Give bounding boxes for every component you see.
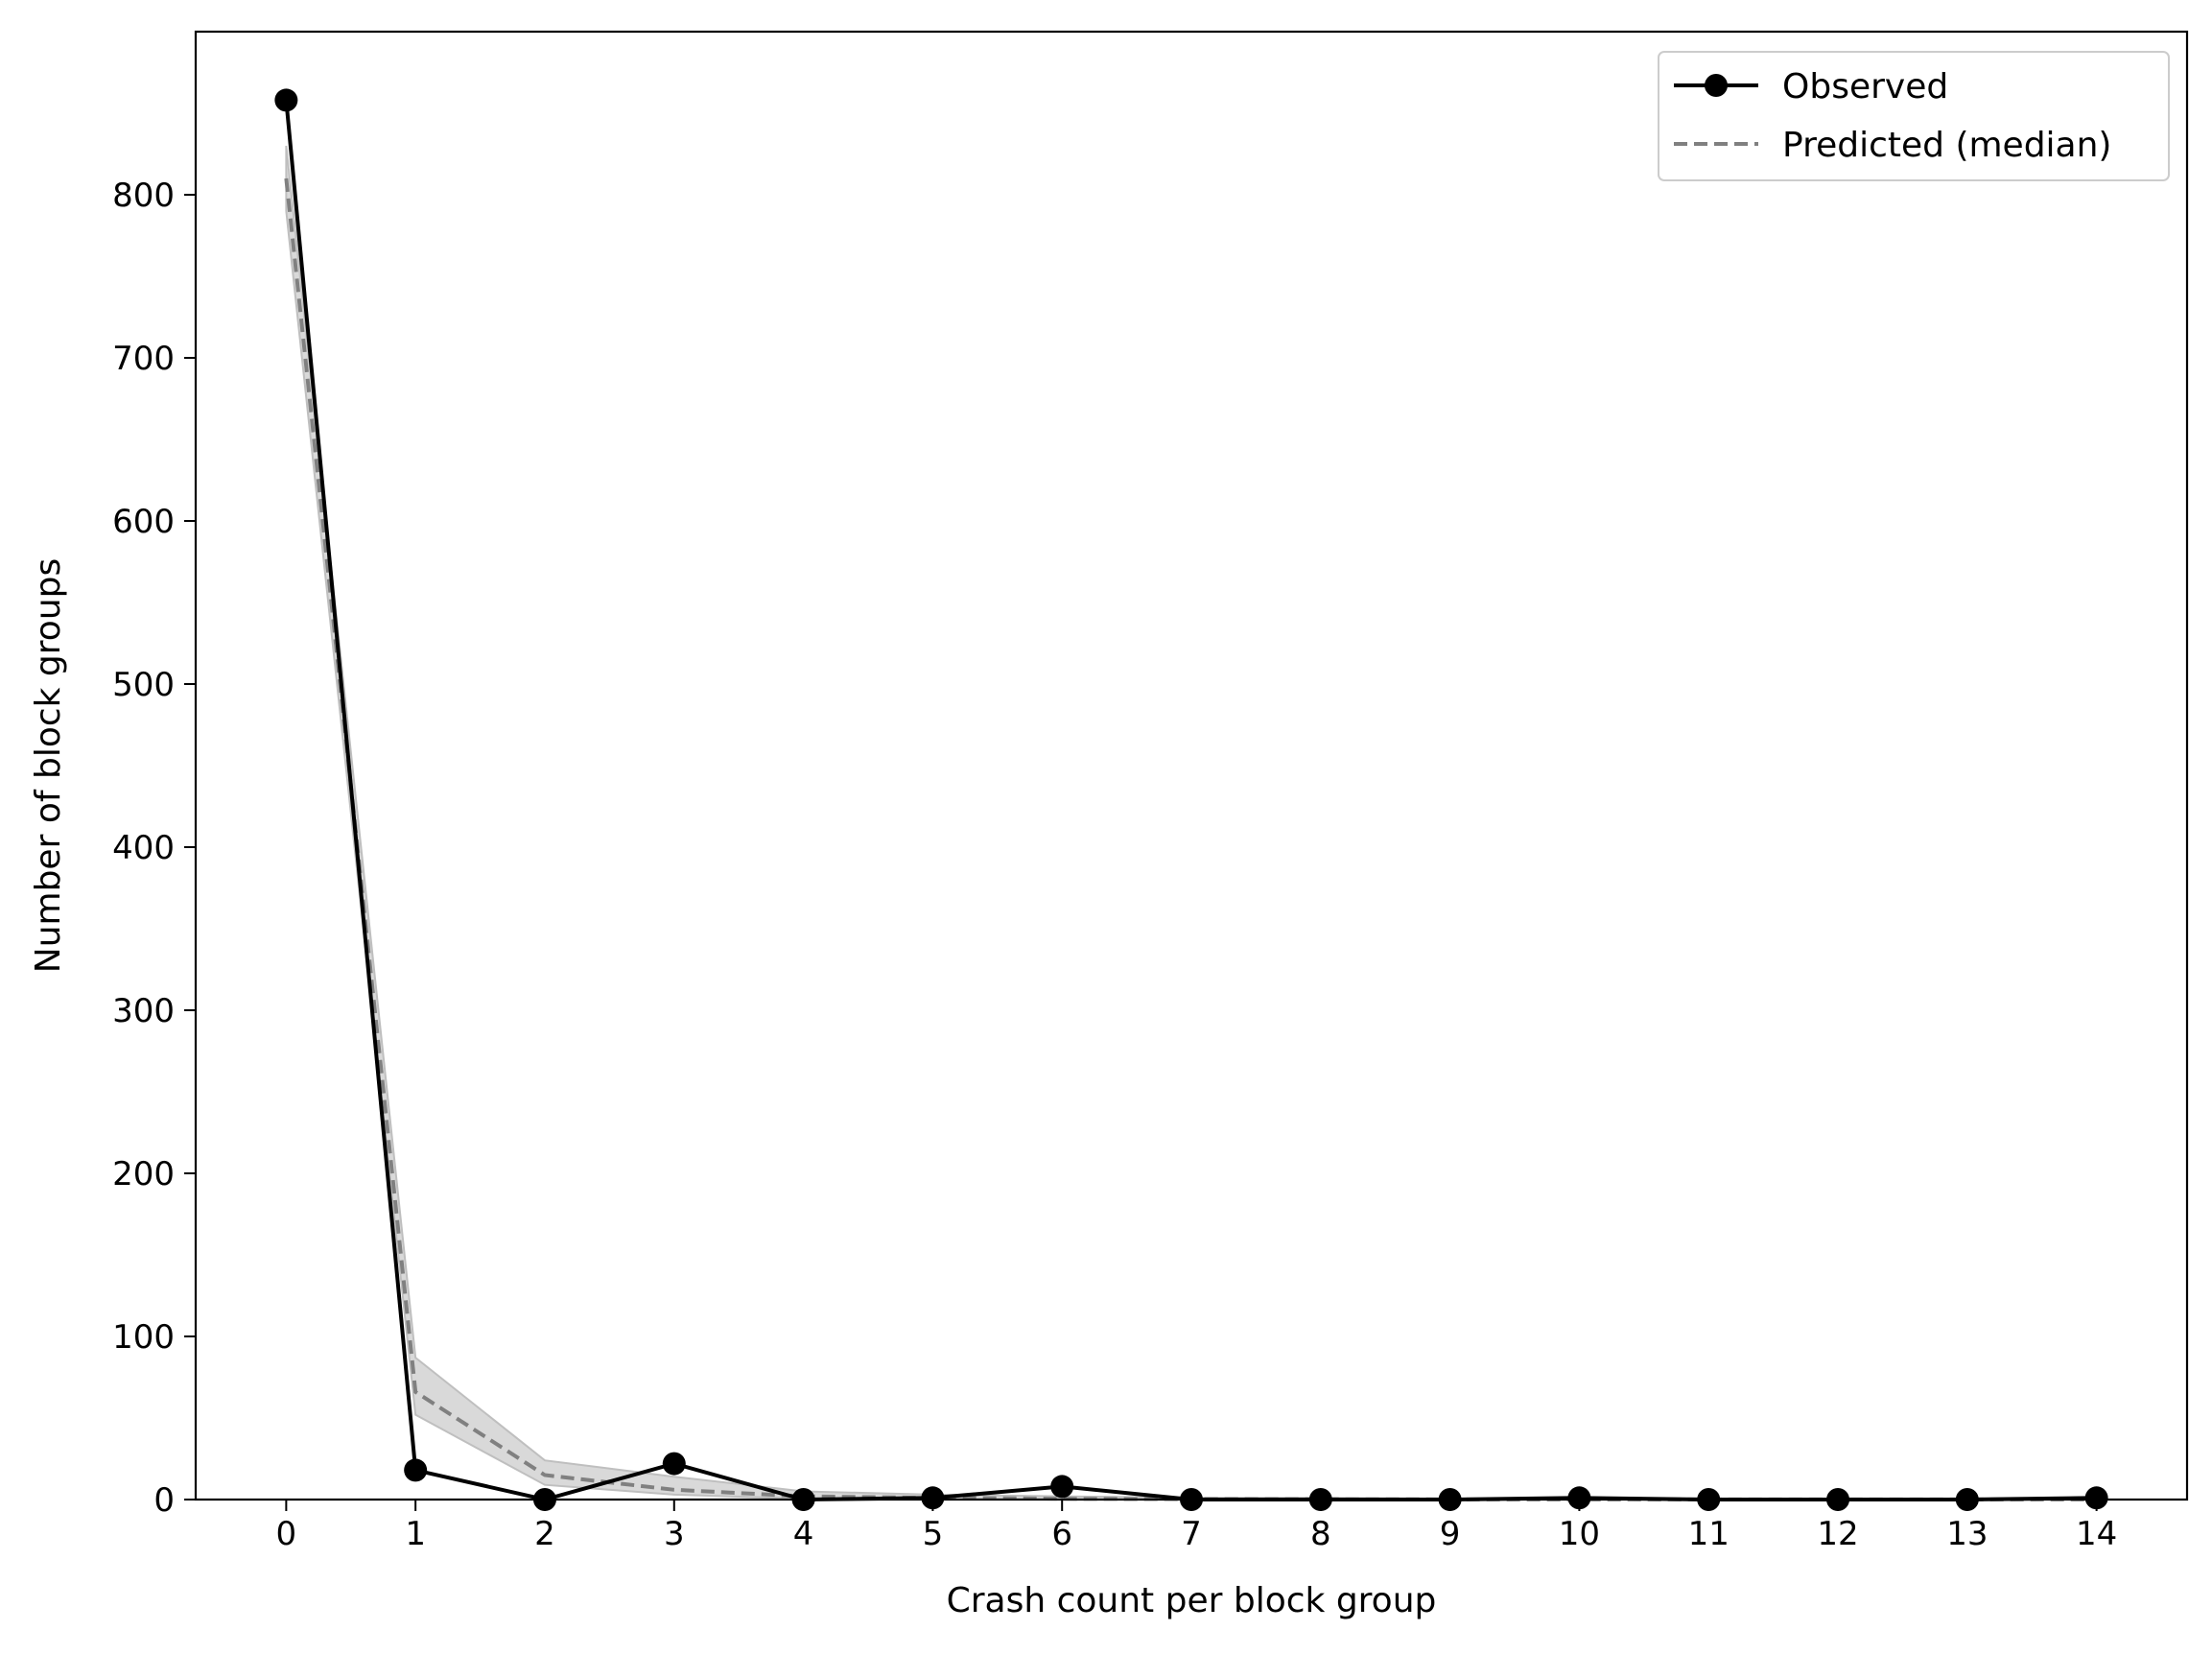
observed-point [274, 88, 298, 112]
legend-box [1658, 51, 2170, 181]
y-axis-ticks: 0 100 200 300 400 500 600 700 800 [112, 177, 196, 1520]
x-tick-label: 10 [1559, 1515, 1600, 1553]
x-tick-label: 0 [276, 1515, 297, 1553]
x-tick-label: 11 [1688, 1515, 1730, 1553]
x-tick-label: 5 [923, 1515, 944, 1553]
legend-predicted-label: Predicted (median) [1782, 126, 2111, 165]
y-tick-label: 400 [112, 829, 175, 867]
y-tick-label: 500 [112, 666, 175, 704]
y-tick-label: 800 [112, 177, 175, 215]
x-tick-label: 7 [1181, 1515, 1202, 1553]
y-tick-label: 0 [153, 1481, 175, 1520]
y-tick-label: 100 [112, 1318, 175, 1357]
y-tick-label: 600 [112, 503, 175, 541]
x-tick-label: 3 [664, 1515, 685, 1553]
x-axis-label: Crash count per block group [947, 1581, 1437, 1620]
x-tick-label: 13 [1946, 1515, 1988, 1553]
x-axis-ticks: 0 1 2 3 4 5 6 7 8 9 10 11 12 13 14 [276, 1500, 2117, 1553]
observed-point [921, 1486, 945, 1510]
x-tick-label: 1 [405, 1515, 426, 1553]
y-tick-label: 200 [112, 1155, 175, 1193]
x-tick-label: 9 [1440, 1515, 1461, 1553]
observed-point [404, 1458, 428, 1482]
observed-point [662, 1452, 686, 1476]
legend-observed-label: Observed [1782, 67, 1948, 106]
y-tick-label: 700 [112, 340, 175, 378]
x-tick-label: 6 [1051, 1515, 1072, 1553]
x-tick-label: 4 [793, 1515, 814, 1553]
observed-point [2084, 1486, 2108, 1510]
x-tick-label: 2 [534, 1515, 555, 1553]
observed-point [1050, 1475, 1074, 1499]
y-tick-label: 300 [112, 992, 175, 1030]
legend-observed-marker [1705, 74, 1728, 97]
observed-point [1567, 1486, 1591, 1510]
y-axis-label: Number of block groups [29, 558, 68, 973]
x-tick-label: 14 [2076, 1515, 2117, 1553]
x-tick-label: 12 [1817, 1515, 1858, 1553]
legend: Observed Predicted (median) [1658, 51, 2170, 181]
x-tick-label: 8 [1310, 1515, 1331, 1553]
